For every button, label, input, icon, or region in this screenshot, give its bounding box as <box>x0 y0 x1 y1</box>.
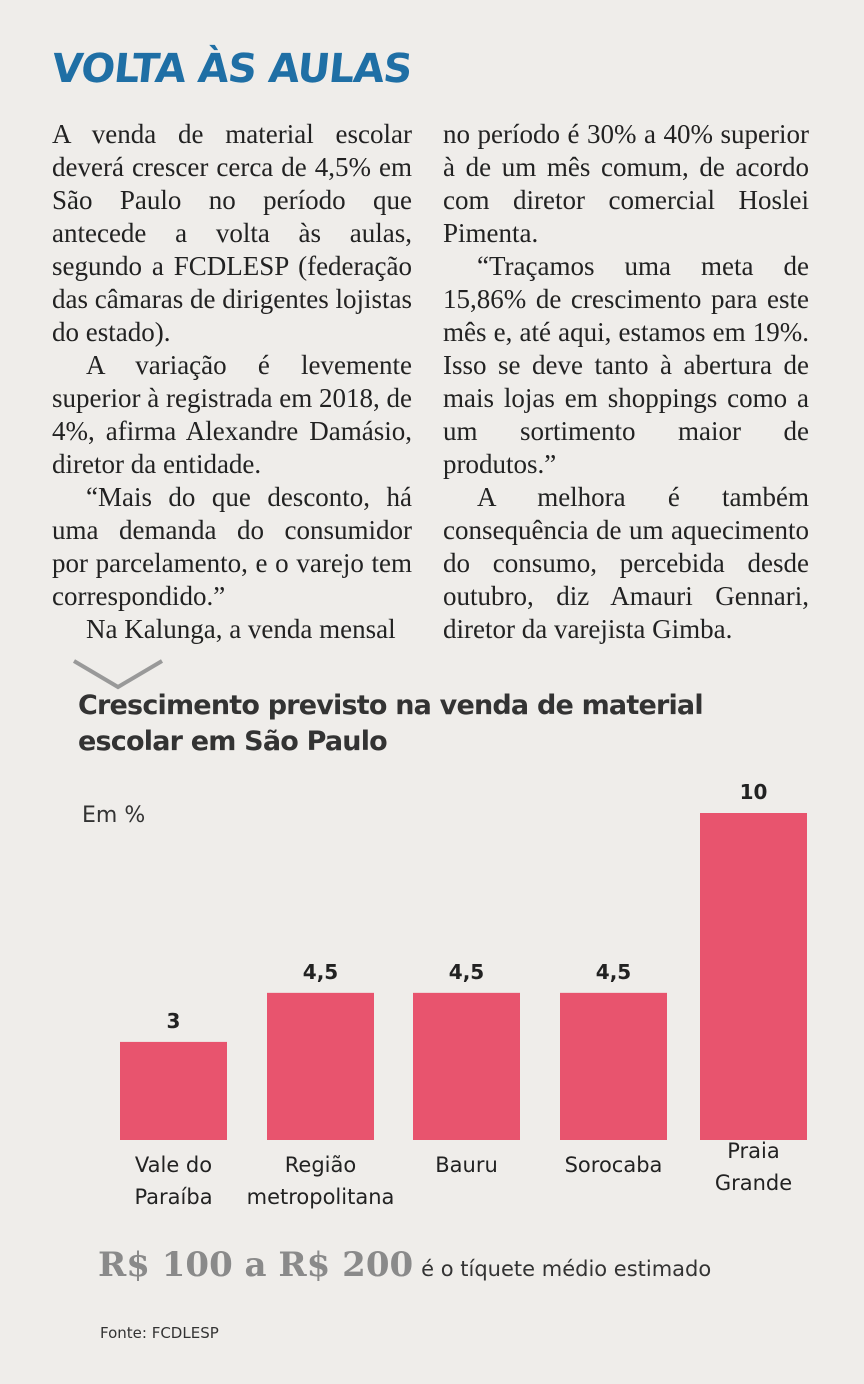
paragraph: A venda de material escolar deverá cresc… <box>52 119 412 347</box>
category-label: Região metropolitana <box>247 1153 395 1209</box>
data-label: 4,5 <box>596 960 631 984</box>
data-label: 10 <box>740 780 768 804</box>
paragraph: “Mais do que desconto, há uma demanda do… <box>52 482 412 611</box>
paragraph: no período é 30% a 40% superior à de um … <box>443 119 809 248</box>
data-label: 4,5 <box>449 960 484 984</box>
category-label: Praia Grande <box>715 1139 792 1195</box>
ticket-range: R$ 100 a R$ 200 <box>98 1245 414 1285</box>
bar <box>267 992 374 1140</box>
bar <box>560 992 667 1140</box>
bar <box>120 1041 227 1140</box>
paragraph: A variação é levemente superior à regist… <box>52 350 412 479</box>
unit-label: Em % <box>82 803 146 828</box>
category-label: Sorocaba <box>565 1153 663 1177</box>
bar <box>700 813 807 1140</box>
article-column-left: A venda de material escolar deverá cresc… <box>52 118 412 646</box>
source-note: Fonte: FCDLESP <box>100 1324 219 1342</box>
paragraph: Na Kalunga, a venda mensal <box>86 614 396 644</box>
paragraph: A melhora é também consequência de um aq… <box>443 482 809 644</box>
chart-title: Crescimento previsto na venda de materia… <box>78 690 704 757</box>
chevron-down-icon <box>72 659 164 690</box>
article-column-right: no período é 30% a 40% superior à de um … <box>443 118 809 646</box>
category-label: Bauru <box>435 1153 498 1177</box>
category-label: Vale do Paraíba <box>134 1153 212 1209</box>
data-label: 4,5 <box>303 960 338 984</box>
ticket-caption: é o tíquete médio estimado <box>421 1257 712 1281</box>
bar <box>413 992 520 1140</box>
ticket-line: R$ 100 a R$ 200 é o tíquete médio estimad… <box>98 1245 711 1285</box>
paragraph: “Traçamos uma meta de 15,86% de crescime… <box>443 251 809 479</box>
data-label: 3 <box>167 1009 181 1033</box>
